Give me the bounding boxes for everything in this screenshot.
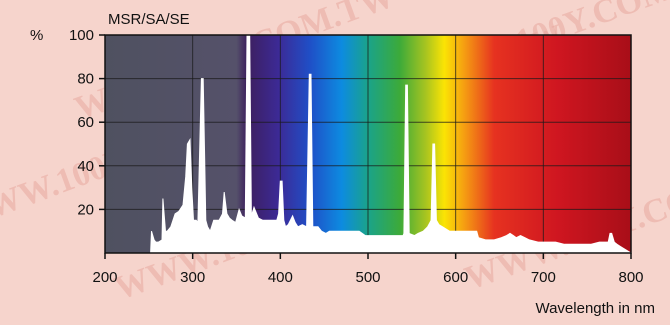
x-tick-label: 200 bbox=[92, 269, 117, 286]
x-tick-label: 300 bbox=[180, 269, 205, 286]
x-tick-labels: 200 300 400 500 600 700 800 bbox=[92, 269, 643, 286]
y-tick-labels: 20 40 60 80 100 bbox=[69, 27, 94, 218]
x-tick-label: 600 bbox=[443, 269, 468, 286]
spectrum-area bbox=[105, 34, 633, 254]
y-tick-label: 40 bbox=[77, 158, 94, 175]
chart-title: MSR/SA/SE bbox=[108, 11, 190, 28]
y-axis-unit: % bbox=[30, 27, 43, 44]
x-tick-label: 500 bbox=[355, 269, 380, 286]
y-tick-label: 60 bbox=[77, 114, 94, 131]
y-tick-label: 100 bbox=[69, 27, 94, 44]
y-tick-label: 20 bbox=[77, 201, 94, 218]
x-axis-label: Wavelength in nm bbox=[535, 300, 655, 317]
x-tick-label: 800 bbox=[618, 269, 643, 286]
axis-ticks bbox=[99, 34, 632, 259]
y-tick-label: 80 bbox=[77, 71, 94, 88]
x-tick-label: 400 bbox=[268, 269, 293, 286]
x-tick-label: 700 bbox=[531, 269, 556, 286]
